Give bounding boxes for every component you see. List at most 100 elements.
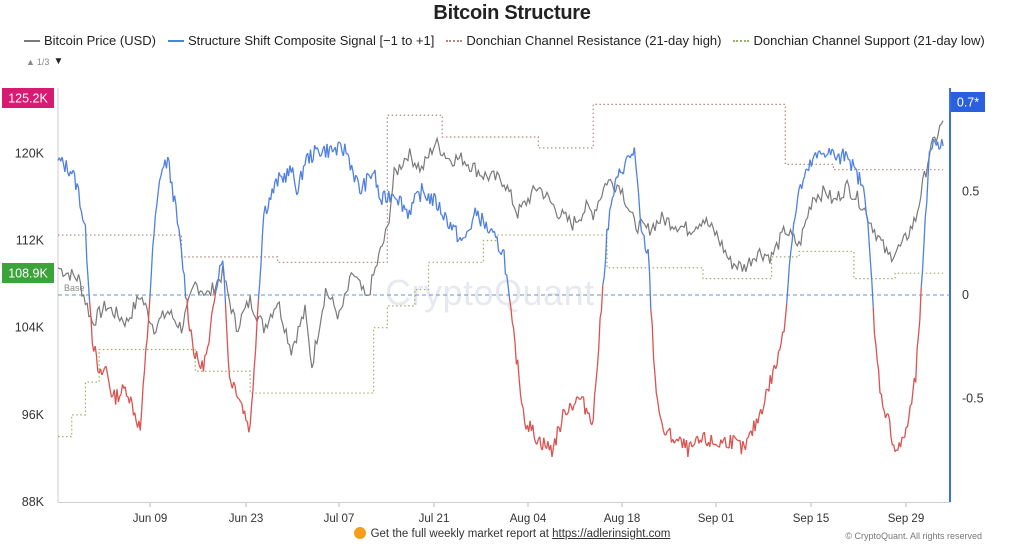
signal-segment [669,427,673,443]
x-tick-label: Jun 23 [229,513,264,525]
signal-segment [588,412,592,423]
signal-segment [167,156,170,162]
signal-segment [84,224,88,261]
signal-segment [377,184,380,199]
signal-segment [512,328,516,343]
pager-up-icon[interactable]: ▲ [26,56,35,67]
signal-segment [880,394,884,408]
signal-current-badge: 0.7* [957,96,979,110]
signal-segment [614,176,618,182]
signal-segment [679,436,682,440]
signal-segment [88,301,92,316]
signal-segment [610,197,614,206]
signal-segment [124,386,128,397]
signal-segment [603,259,607,277]
signal-segment [182,269,185,275]
legend-item-support[interactable]: Donchian Channel Support (21-day low) [733,33,985,48]
footer: Get the full weekly market report at htt… [0,527,1024,540]
signal-segment [917,320,921,337]
signal-segment [400,196,404,212]
signal-segment [593,382,597,396]
signal-segment [248,425,251,433]
signal-segment [882,406,885,411]
signal-segment [460,237,464,242]
btc-price-line [57,120,944,369]
signal-segment [877,369,881,394]
signal-segment [761,408,765,415]
x-tick-label: Sep 15 [793,513,829,525]
signal-segment [514,342,518,365]
signal-segment [130,396,133,403]
legend-label: Bitcoin Price (USD) [44,33,156,48]
signal-segment [224,302,228,332]
signal-segment [154,204,158,216]
signal-segment [803,168,807,178]
legend-item-btc-price[interactable]: Bitcoin Price (USD) [24,33,156,48]
signal-segment [555,426,559,446]
signal-segment [293,178,297,188]
signal-segment [843,151,847,162]
signal-segment [932,138,936,143]
y-tick-label-left: 112K [16,234,45,248]
signal-segment [533,437,537,443]
signal-segment [740,441,744,455]
signal-segment [304,155,308,166]
signal-segment [876,361,880,371]
signal-segment [451,224,454,231]
signal-segment [355,174,358,178]
signal-segment [195,350,199,361]
signal-segment [378,197,382,201]
signal-segment [788,251,792,266]
signal-segment [747,432,751,438]
signal-segment [930,148,933,151]
signal-segment [500,249,504,255]
signal-segment [732,434,735,437]
signal-segment [854,167,858,171]
signal-segment [111,395,114,398]
signal-segment [736,439,740,442]
signal-segment [888,419,892,438]
signal-segment [735,438,738,441]
signal-segment [381,191,384,205]
signal-segment [109,389,113,398]
signal-segment [434,195,438,210]
signal-segment [335,142,339,156]
signal-segment [662,429,666,435]
signal-segment [639,213,642,231]
signal-segment [865,214,869,220]
signal-segment [346,153,350,158]
support-swatch [733,39,750,42]
signal-segment [598,317,601,350]
pager-down-icon[interactable]: ▼ [53,56,64,67]
signal-segment [624,158,627,165]
signal-segment [543,437,546,447]
signal-segment [938,147,941,150]
signal-segment [498,250,501,254]
y-tick-label-right: -0.5 [962,392,984,406]
legend-item-resistance[interactable]: Donchian Channel Resistance (21-day high… [446,33,721,48]
signal-segment [171,181,174,202]
signal-segment [316,147,320,153]
signal-segment [252,367,255,392]
signal-segment [467,228,471,232]
signal-segment [510,307,513,322]
signal-segment [560,409,564,424]
signal-segment [187,321,191,332]
signal-segment [642,233,645,236]
signal-segment [311,159,314,163]
signal-segment [716,445,719,447]
signal-segment [141,385,144,411]
signal-segment [787,265,791,285]
footer-link[interactable]: https://adlerinsight.com [552,528,671,540]
signal-segment [79,206,82,212]
signal-segment [456,239,460,243]
signal-segment [254,322,258,351]
signal-segment [507,285,511,299]
legend-item-signal[interactable]: Structure Shift Composite Signal [−1 to … [167,33,434,48]
signal-segment [658,411,662,418]
signal-segment [714,443,718,447]
signal-segment [517,359,520,379]
signal-segment [292,167,295,179]
signal-segment [802,176,806,181]
